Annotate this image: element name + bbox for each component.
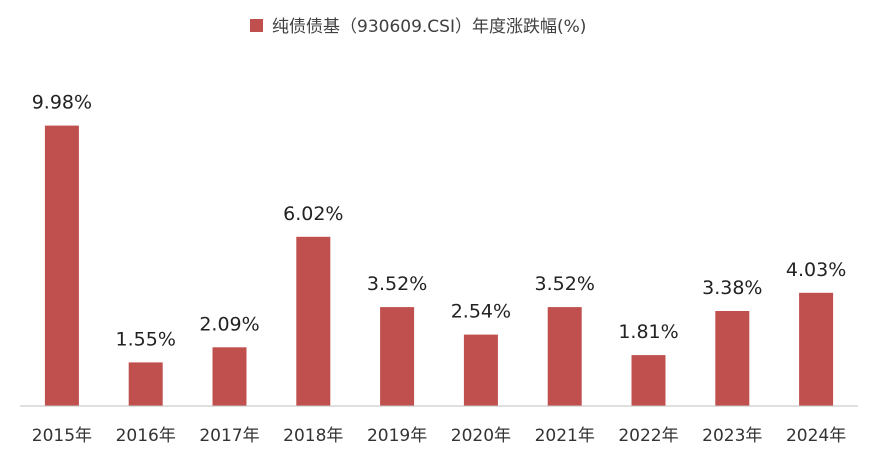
value-label-0: 9.98% (32, 92, 92, 114)
value-label-7: 1.81% (618, 321, 678, 343)
x-tick-label-1: 2016年 (116, 426, 176, 446)
bar-9 (799, 292, 834, 406)
x-tick-label-3: 2018年 (283, 426, 343, 446)
bar-1 (128, 362, 163, 406)
x-tick-label-4: 2019年 (367, 426, 427, 446)
bar-4 (380, 307, 415, 406)
bar-8 (715, 311, 750, 406)
value-label-6: 3.52% (535, 273, 595, 295)
x-tick-labels-group: 2015年 2016年 2017年 2018年 2019年 2020年 2021年 2022年… (32, 426, 846, 446)
x-tick-label-6: 2021年 (535, 426, 595, 446)
legend: 纯债债基（930609.CSI）年度涨跌幅(%) (250, 17, 586, 37)
bar-3 (296, 236, 331, 406)
x-tick-label-7: 2022年 (618, 426, 678, 446)
value-label-9: 4.03% (786, 259, 846, 281)
value-label-5: 2.54% (451, 301, 511, 323)
value-label-8: 3.38% (702, 277, 762, 299)
value-labels-group: 9.98% 1.55% 2.09% 6.02% 3.52% 2.54% 3.52% 1.81%… (32, 92, 847, 351)
legend-swatch (250, 19, 263, 32)
value-label-2: 2.09% (199, 313, 259, 335)
value-label-3: 6.02% (283, 203, 343, 225)
bars-group (44, 125, 834, 406)
x-tick-label-2: 2017年 (199, 426, 259, 446)
bar-6 (547, 307, 582, 406)
bar-2 (212, 347, 247, 406)
x-tick-label-9: 2024年 (786, 426, 846, 446)
legend-label: 纯债债基（930609.CSI）年度涨跌幅(%) (272, 17, 586, 37)
x-tick-label-0: 2015年 (32, 426, 92, 446)
x-tick-label-8: 2023年 (702, 426, 762, 446)
bar-0 (44, 125, 79, 406)
bar-5 (463, 334, 498, 406)
value-label-4: 3.52% (367, 273, 427, 295)
x-tick-label-5: 2020年 (451, 426, 511, 446)
bar-7 (631, 355, 666, 406)
value-label-1: 1.55% (116, 328, 176, 350)
